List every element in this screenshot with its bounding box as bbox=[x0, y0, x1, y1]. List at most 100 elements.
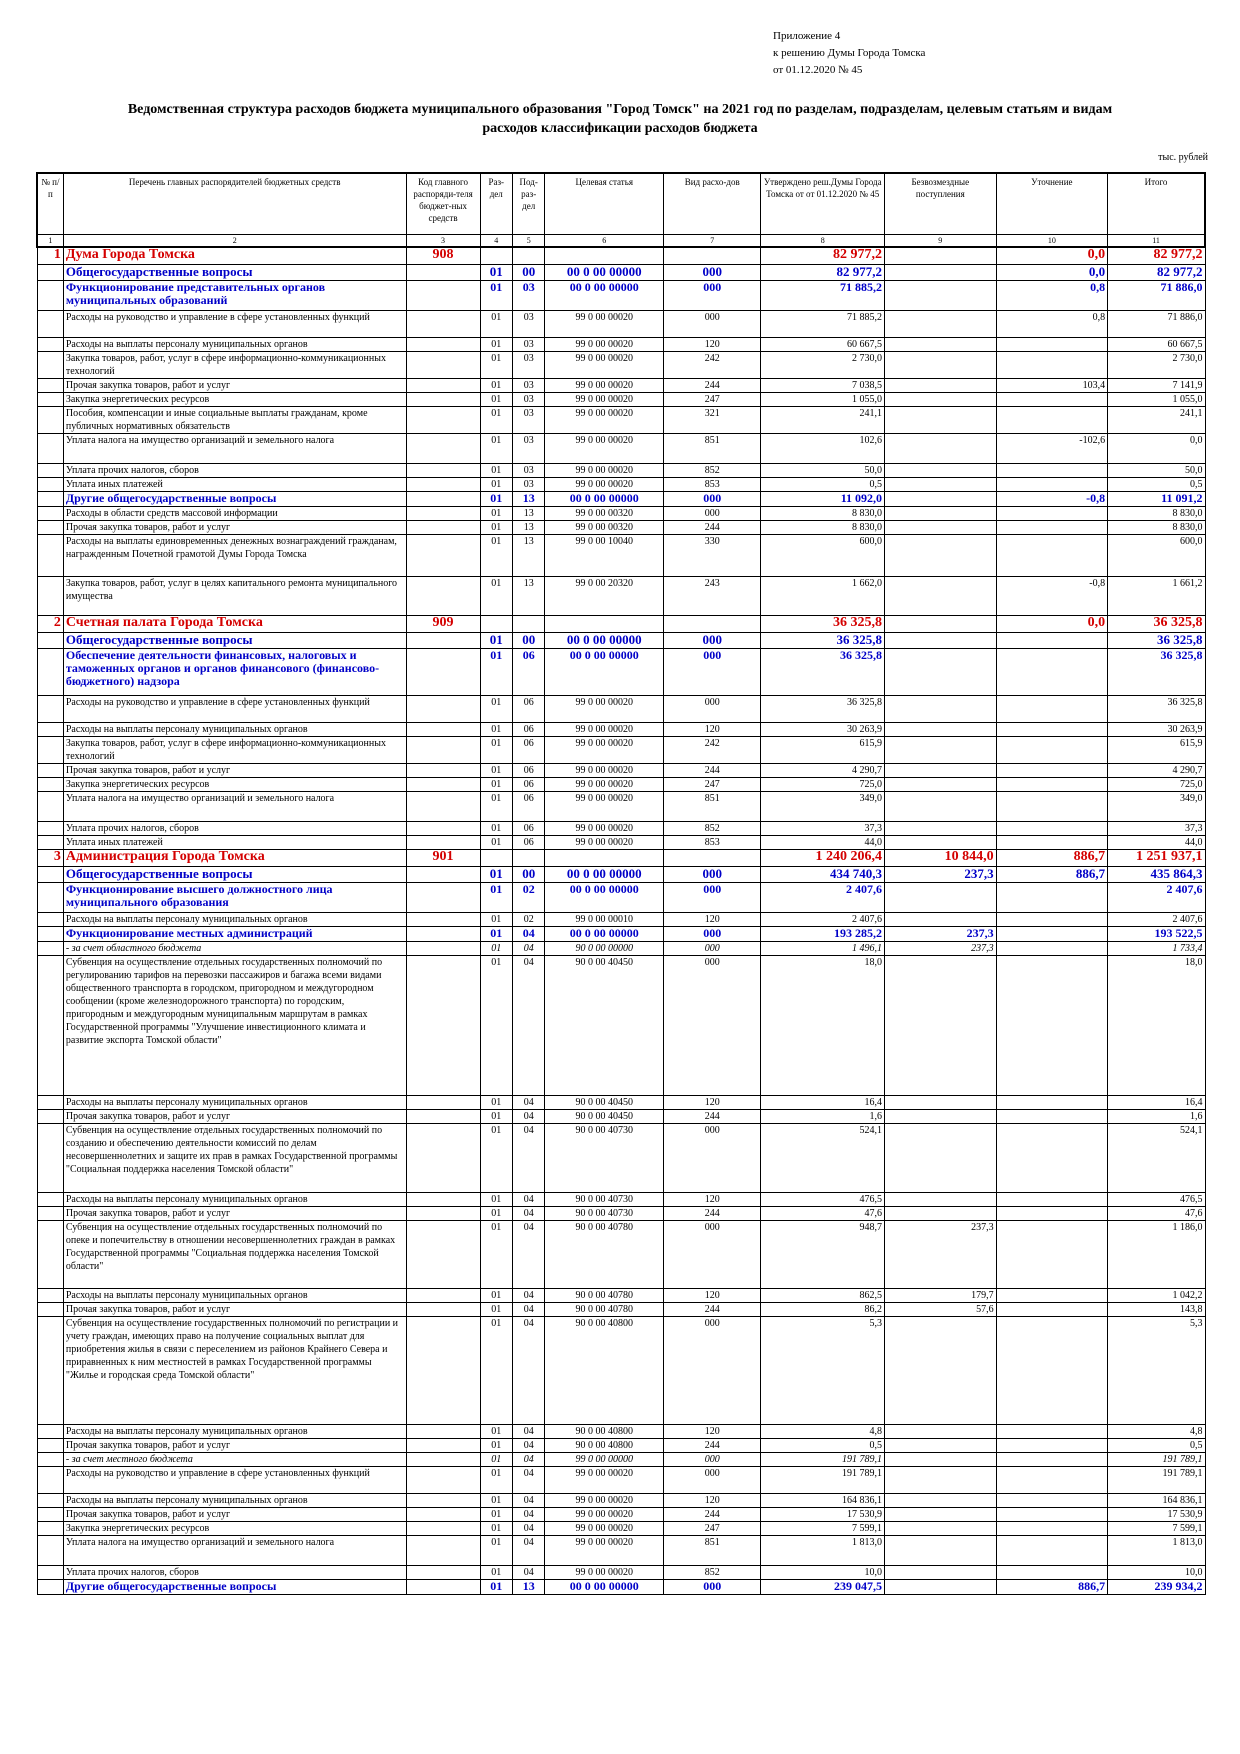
row-adjustment bbox=[995, 519, 1109, 535]
row-target-article: 99 0 00 00000 bbox=[544, 1451, 665, 1467]
row-grants: 10 844,0 bbox=[884, 848, 997, 867]
row-subsection: 06 bbox=[511, 647, 546, 696]
row-number bbox=[36, 1423, 64, 1439]
row-target-article: 99 0 00 00020 bbox=[544, 1520, 665, 1536]
row-total: 8 830,0 bbox=[1107, 505, 1206, 521]
table-row: Прочая закупка товаров, работ и услуг 01 0… bbox=[36, 1205, 1206, 1221]
row-approved: 725,0 bbox=[760, 776, 886, 792]
row-total: 0,0 bbox=[1107, 432, 1206, 464]
row-code bbox=[405, 505, 481, 521]
row-subsection: 04 bbox=[511, 1191, 546, 1207]
row-expense-type bbox=[663, 848, 762, 867]
table-row: Уплата иных платежей 01 06 99 0 00 00020 853… bbox=[36, 834, 1206, 850]
row-number bbox=[36, 1451, 64, 1467]
row-number bbox=[36, 790, 64, 822]
row-expense-type: 000 bbox=[663, 1465, 762, 1494]
row-total: 37,3 bbox=[1107, 820, 1206, 836]
row-number bbox=[36, 631, 64, 649]
row-number bbox=[36, 1301, 64, 1317]
table-row: Другие общегосударственные вопросы 01 13 00… bbox=[36, 490, 1206, 507]
row-subsection: 06 bbox=[511, 790, 546, 822]
row-expense-type: 120 bbox=[663, 336, 762, 352]
row-code bbox=[405, 1534, 481, 1566]
row-target-article: 90 0 00 40730 bbox=[544, 1122, 665, 1193]
row-adjustment bbox=[995, 533, 1109, 577]
row-target-article: 99 0 00 00020 bbox=[544, 405, 665, 434]
appendix-line-3: от 01.12.2020 № 45 bbox=[773, 64, 863, 76]
table-row: Общегосударственные вопросы 01 00 00 0 00 0… bbox=[36, 263, 1206, 281]
row-approved: 50,0 bbox=[760, 462, 886, 478]
table-row: Субвенция на осуществление отдельных гос… bbox=[36, 1122, 1206, 1193]
row-adjustment bbox=[995, 1437, 1109, 1453]
row-total: 524,1 bbox=[1107, 1122, 1206, 1193]
row-target-article: 99 0 00 00020 bbox=[544, 790, 665, 822]
row-approved: 0,5 bbox=[760, 476, 886, 492]
row-total: 191 789,1 bbox=[1107, 1451, 1206, 1467]
row-name: Расходы на руководство и управление в сф… bbox=[62, 694, 407, 723]
row-subsection: 13 bbox=[511, 533, 546, 577]
table-row: Уплата прочих налогов, сборов 01 04 99 0 00… bbox=[36, 1564, 1206, 1580]
row-section: 01 bbox=[479, 940, 513, 956]
row-number bbox=[36, 881, 64, 913]
row-adjustment: 886,7 bbox=[995, 848, 1109, 867]
row-expense-type: 120 bbox=[663, 1492, 762, 1508]
row-name: Уплата иных платежей bbox=[62, 476, 407, 492]
row-name: Расходы на выплаты персоналу муниципальн… bbox=[62, 721, 407, 737]
row-section: 01 bbox=[479, 350, 513, 379]
row-section: 01 bbox=[479, 631, 513, 649]
row-target-article: 99 0 00 00020 bbox=[544, 462, 665, 478]
row-number bbox=[36, 1465, 64, 1494]
row-code bbox=[405, 405, 481, 434]
table-row: Расходы на выплаты персоналу муниципальн… bbox=[36, 1492, 1206, 1508]
row-total: 30 263,9 bbox=[1107, 721, 1206, 737]
row-name: Субвенция на осуществление отдельных гос… bbox=[62, 954, 407, 1096]
row-grants: 237,3 bbox=[884, 1219, 997, 1289]
row-name: Дума Города Томска bbox=[62, 246, 407, 265]
row-total: 50,0 bbox=[1107, 462, 1206, 478]
row-expense-type: 000 bbox=[663, 309, 762, 338]
row-number bbox=[36, 377, 64, 393]
row-section: 01 bbox=[479, 490, 513, 507]
row-expense-type: 000 bbox=[663, 1578, 762, 1595]
row-target-article: 99 0 00 00020 bbox=[544, 391, 665, 407]
row-adjustment: 0,8 bbox=[995, 279, 1109, 311]
row-section: 01 bbox=[479, 476, 513, 492]
row-code bbox=[405, 1301, 481, 1317]
row-grants: 237,3 bbox=[884, 925, 997, 942]
row-grants bbox=[884, 336, 997, 352]
row-approved: 1 813,0 bbox=[760, 1534, 886, 1566]
row-code bbox=[405, 575, 481, 616]
row-target-article: 99 0 00 00010 bbox=[544, 911, 665, 927]
row-target-article: 90 0 00 40800 bbox=[544, 1437, 665, 1453]
row-total: 1 055,0 bbox=[1107, 391, 1206, 407]
row-subsection: 04 bbox=[511, 1564, 546, 1580]
row-number bbox=[36, 820, 64, 836]
row-target-article: 99 0 00 00020 bbox=[544, 1492, 665, 1508]
row-code bbox=[405, 1315, 481, 1425]
row-name: Прочая закупка товаров, работ и услуг bbox=[62, 377, 407, 393]
row-number bbox=[36, 391, 64, 407]
table-row: Прочая закупка товаров, работ и услуг 01 0… bbox=[36, 1108, 1206, 1124]
table-row: Уплата налога на имущество организаций и… bbox=[36, 1534, 1206, 1566]
row-code bbox=[405, 1437, 481, 1453]
row-grants bbox=[884, 1437, 997, 1453]
row-section: 01 bbox=[479, 519, 513, 535]
table-row: Расходы на руководство и управление в сф… bbox=[36, 309, 1206, 338]
row-total: 10,0 bbox=[1107, 1564, 1206, 1580]
row-subsection: 03 bbox=[511, 432, 546, 464]
row-subsection: 00 bbox=[511, 263, 546, 281]
row-number bbox=[36, 1108, 64, 1124]
row-section: 01 bbox=[479, 263, 513, 281]
table-row: Общегосударственные вопросы 01 00 00 0 00 0… bbox=[36, 865, 1206, 883]
row-code bbox=[405, 1094, 481, 1110]
row-expense-type: 247 bbox=[663, 1520, 762, 1536]
table-row: Расходы на выплаты персоналу муниципальн… bbox=[36, 911, 1206, 927]
row-subsection: 04 bbox=[511, 1534, 546, 1566]
row-adjustment: -0,8 bbox=[995, 575, 1109, 616]
row-adjustment bbox=[995, 1191, 1109, 1207]
row-grants: 179,7 bbox=[884, 1287, 997, 1303]
row-target-article: 00 0 00 00000 bbox=[544, 925, 665, 942]
row-name: Закупка товаров, работ, услуг в сфере ин… bbox=[62, 350, 407, 379]
row-adjustment bbox=[995, 721, 1109, 737]
row-adjustment bbox=[995, 1492, 1109, 1508]
